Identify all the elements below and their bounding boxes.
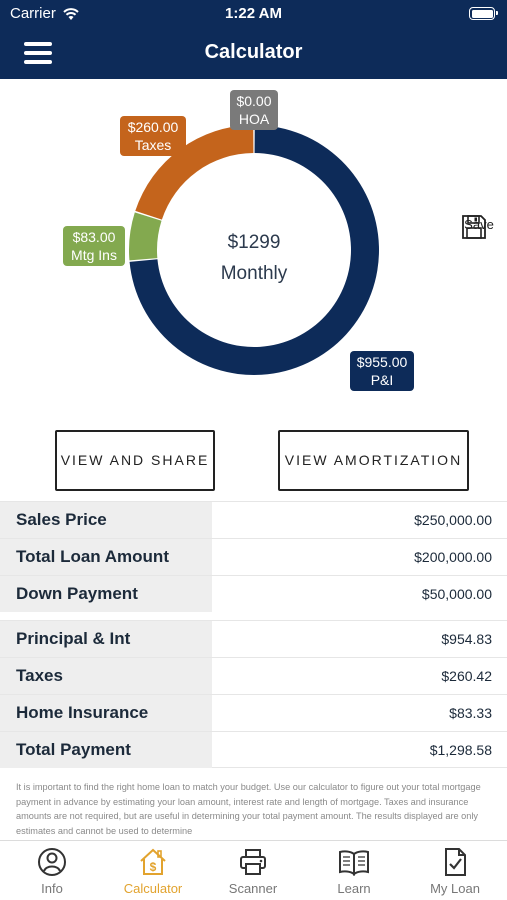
nav-bar: Calculator <box>0 28 507 79</box>
principal-int-label: Principal & Int <box>0 621 212 657</box>
table-row-total-loan-amount: Total Loan Amount $200,000.00 <box>0 538 507 575</box>
tab-info[interactable]: Info <box>2 847 102 896</box>
table-row-total-payment: Total Payment $1,298.58 <box>0 731 507 768</box>
principal-interest-tag: $955.00 P&I <box>350 351 414 391</box>
hoa-tag-label: HOA <box>238 111 270 127</box>
tab-learn-label: Learn <box>337 881 371 896</box>
principal-interest-tag-value: $955.00 <box>356 354 408 370</box>
principal-int-value: $954.83 <box>441 631 492 647</box>
total-loan-amount-value[interactable]: $200,000.00 <box>414 549 492 565</box>
hoa-tag: $0.00 HOA <box>230 90 278 130</box>
status-bar: Carrier 1:22 AM <box>0 0 507 28</box>
total-payment-label: Total Payment <box>0 732 212 768</box>
tab-info-label: Info <box>41 881 63 896</box>
home-insurance-value[interactable]: $83.33 <box>449 705 492 721</box>
tab-calculator-label: Calculator <box>123 881 183 896</box>
home-insurance-label: Home Insurance <box>0 695 212 731</box>
save-button[interactable]: Save <box>461 214 497 239</box>
hoa-tag-value: $0.00 <box>236 93 272 109</box>
table-row-taxes: Taxes $260.42 <box>0 657 507 694</box>
carrier-label: Carrier <box>10 5 56 22</box>
monthly-total-label: Monthly <box>220 263 288 284</box>
taxes-tag: $260.00 Taxes <box>120 116 186 156</box>
info-person-icon <box>38 848 66 876</box>
monthly-total-amount: $1299 <box>227 232 281 253</box>
table-row-home-insurance: Home Insurance $83.33 <box>0 694 507 731</box>
page-title: Calculator <box>204 41 303 63</box>
table-row-sales-price: Sales Price $250,000.00 <box>0 501 507 538</box>
svg-text:$: $ <box>150 860 157 874</box>
mortgage-insurance-tag-value: $83.00 <box>72 229 116 245</box>
tab-scanner[interactable]: Scanner <box>203 847 303 896</box>
house-dollar-icon: $ <box>140 848 166 875</box>
down-payment-value[interactable]: $50,000.00 <box>421 586 492 602</box>
status-time: 1:22 AM <box>225 5 282 22</box>
sales-price-label: Sales Price <box>0 502 212 538</box>
tab-scanner-label: Scanner <box>228 881 278 896</box>
donut-slice-mortgage-insurance <box>129 212 162 261</box>
taxes-tag-label: Taxes <box>134 137 172 153</box>
table-row-principal-int: Principal & Int $954.83 <box>0 620 507 657</box>
taxes-tag-value: $260.00 <box>127 119 179 135</box>
tab-bar: Info $ Calculator Scanner Learn <box>0 840 507 900</box>
document-check-icon <box>445 848 466 876</box>
floppy-disk-icon <box>462 215 486 239</box>
carrier-indicator: Carrier <box>10 5 80 22</box>
tab-my-loan-label: My Loan <box>430 881 480 896</box>
donut-chart <box>129 125 379 375</box>
principal-interest-tag-label: P&I <box>370 372 394 388</box>
tab-learn[interactable]: Learn <box>304 847 404 896</box>
total-payment-value: $1,298.58 <box>429 742 492 758</box>
wifi-icon <box>63 7 79 20</box>
printer-icon <box>240 849 266 875</box>
sales-price-value[interactable]: $250,000.00 <box>414 512 492 528</box>
tab-calculator[interactable]: $ Calculator <box>103 847 203 896</box>
view-and-share-button[interactable]: VIEW AND SHARE <box>55 430 215 491</box>
taxes-label: Taxes <box>0 658 212 694</box>
hamburger-menu-icon[interactable] <box>24 40 54 66</box>
open-book-icon <box>339 850 369 876</box>
battery-icon <box>469 7 498 20</box>
donut-slice-taxes <box>135 125 254 220</box>
disclaimer-text: It is important to find the right home l… <box>16 782 481 836</box>
payment-breakdown-chart: $1299 Monthly $0.00 HOA $260.00 Taxes $8… <box>0 79 507 419</box>
mortgage-insurance-tag: $83.00 Mtg Ins <box>63 226 125 266</box>
mortgage-insurance-tag-label: Mtg Ins <box>71 247 117 263</box>
table-row-down-payment: Down Payment $50,000.00 <box>0 575 507 612</box>
view-amortization-button[interactable]: VIEW AMORTIZATION <box>278 430 469 491</box>
taxes-value[interactable]: $260.42 <box>441 668 492 684</box>
loan-details-table: Sales Price $250,000.00 Total Loan Amoun… <box>0 501 507 612</box>
total-loan-amount-label: Total Loan Amount <box>0 539 212 575</box>
payment-details-table: Principal & Int $954.83 Taxes $260.42 Ho… <box>0 620 507 768</box>
tab-my-loan[interactable]: My Loan <box>405 847 505 896</box>
down-payment-label: Down Payment <box>0 576 212 612</box>
